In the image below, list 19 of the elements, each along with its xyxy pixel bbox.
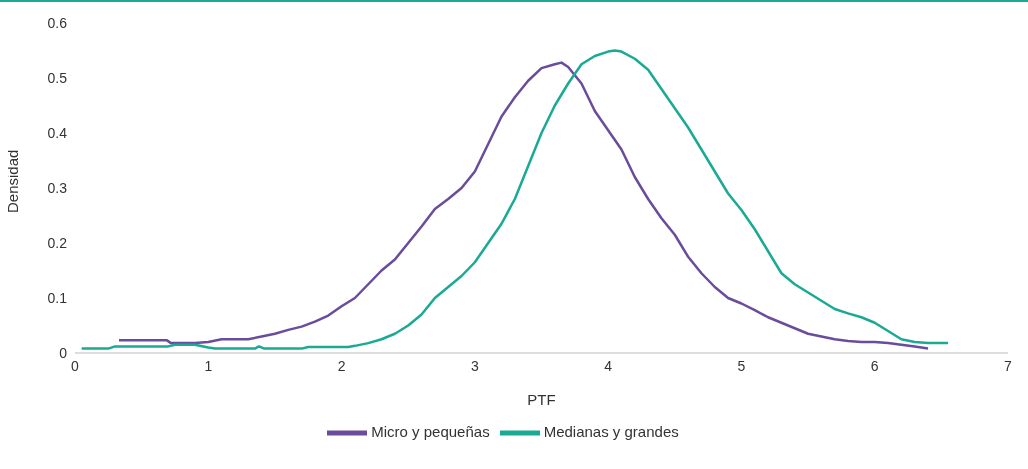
x-tick-label: 1 xyxy=(204,357,213,374)
x-tick-label: 6 xyxy=(870,357,879,374)
x-tick-label: 0 xyxy=(71,357,80,374)
y-tick-label: 0 xyxy=(59,344,68,361)
legend-label: Medianas y grandes xyxy=(543,422,679,440)
legend-label: Micro y pequeñas xyxy=(371,422,490,440)
y-tick-label: 0.6 xyxy=(47,14,68,31)
x-tick-label: 5 xyxy=(737,357,746,374)
y-tick-label: 0.3 xyxy=(47,179,68,196)
x-tick-label: 3 xyxy=(470,357,479,374)
y-axis-title: Densidad xyxy=(4,149,22,213)
x-tick-label: 7 xyxy=(1004,357,1013,374)
x-axis-title: PTF xyxy=(527,391,556,408)
x-tick-label: 2 xyxy=(337,357,346,374)
y-tick-label: 0.4 xyxy=(47,124,68,141)
y-tick-label: 0.2 xyxy=(47,234,68,251)
y-tick-label: 0.1 xyxy=(47,289,68,306)
x-tick-label: 4 xyxy=(604,357,613,374)
y-tick-label: 0.5 xyxy=(47,69,68,86)
